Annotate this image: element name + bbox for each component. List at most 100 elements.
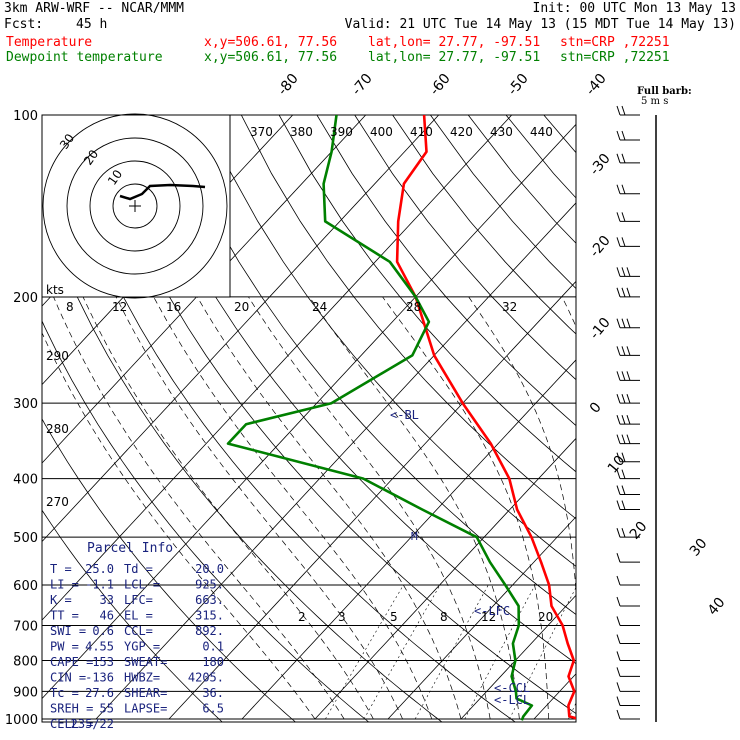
upper-ratio-label: 32: [502, 300, 517, 314]
wind-barb-feather: [621, 237, 626, 247]
parcel-info-cell: -1.1: [85, 578, 114, 592]
dry-adiabat: [89, 115, 576, 714]
parcel-info-cell: CCL=: [124, 624, 153, 638]
wind-barb-feather: [621, 105, 626, 116]
wind-barb-feather: [616, 651, 621, 661]
wind-barb: [616, 528, 640, 538]
hodograph-ring: [89, 160, 181, 252]
parcel-info-cell: LCL =: [124, 578, 160, 592]
wind-barb-feather: [616, 500, 621, 510]
wind-barb: [616, 709, 640, 720]
temperature-tick-label: -10: [587, 315, 614, 343]
mixing-ratio-line: [363, 584, 441, 720]
dewpoint-profile: [226, 115, 534, 721]
temperature-tick-label: -50: [505, 71, 532, 99]
upper-ratio-label: 12: [112, 300, 127, 314]
pressure-label: 700: [13, 619, 38, 634]
wind-barb: [616, 553, 640, 563]
wind-barb-feather: [626, 318, 631, 328]
upper-ratio-label: 8: [66, 300, 74, 314]
parcel-info-cell: SHEAR=: [124, 686, 167, 700]
wind-barb: [616, 682, 640, 692]
parcel-info-title: Parcel Info: [87, 541, 173, 556]
wind-barb: [616, 394, 640, 404]
theta-label: 400: [370, 125, 393, 139]
full-barb-label: Full barb:: [637, 86, 692, 97]
dry-adiabat: [467, 115, 576, 244]
wind-barb-feather: [621, 153, 626, 163]
wind-barb: [616, 105, 640, 116]
legend-dewpoint-latlon: lat,lon= 27.77, -97.51: [368, 50, 541, 65]
dry-adiabat: [505, 115, 576, 199]
mixing-ratio-label: 3: [338, 610, 346, 624]
legend-temperature-name: Temperature: [6, 35, 93, 50]
pressure-label: 100: [13, 109, 38, 124]
wind-barb-feather: [621, 452, 626, 462]
parcel-info-cell: 235/22: [71, 717, 114, 731]
wind-barb-feather: [616, 318, 621, 328]
isotherm-line: [42, 115, 367, 464]
hodograph-ring: [42, 113, 228, 299]
moist-adiabat: [248, 296, 491, 720]
parcel-info-cell: 4205.: [188, 671, 224, 685]
wind-barb-feather: [616, 371, 621, 381]
temperature-tick-label: -70: [349, 71, 376, 99]
wind-barb-feather: [616, 153, 621, 163]
wind-barb-feather: [621, 371, 626, 381]
wind-barb-feather: [616, 682, 621, 692]
wind-barb-feather: [621, 485, 626, 495]
isotherm-line: [42, 115, 513, 621]
wind-barb: [616, 696, 640, 707]
wind-barb-feather: [616, 575, 621, 586]
upper-ratio-label: 24: [312, 300, 327, 314]
wind-barb-feather: [616, 485, 621, 495]
upper-ratio-label: 28: [406, 300, 421, 314]
wind-barb: [616, 153, 640, 164]
parcel-info-cell: 20.0: [195, 562, 224, 576]
wind-barb: [616, 452, 640, 463]
upper-ratio-label: 20: [234, 300, 249, 314]
parcel-info-cell: 663.: [195, 593, 224, 607]
parcel-info-cell: T =: [50, 562, 72, 576]
wind-barb-feather: [621, 434, 626, 444]
wind-barb: [616, 212, 640, 222]
dry-adiabat: [203, 115, 576, 567]
isotherm-line: [460, 594, 576, 720]
isotherm-line: [168, 280, 576, 720]
theta-label: 390: [330, 125, 353, 139]
wind-barb-feather: [616, 415, 621, 425]
parcel-info-cell: 153: [92, 655, 114, 669]
wind-barb: [616, 667, 640, 677]
wind-barb-feather: [616, 287, 621, 297]
pressure-label: 400: [13, 473, 38, 488]
parcel-info-cell: SWEAT=: [124, 655, 167, 669]
legend-dewpoint-stn: stn=CRP ,72251: [560, 50, 670, 65]
wind-barb-feather: [621, 469, 626, 479]
parcel-info-cell: CAPE =: [50, 655, 93, 669]
wind-barb: [616, 500, 640, 511]
mixing-ratio-label: 12: [481, 610, 496, 624]
parcel-info-cell: 25.0: [85, 562, 114, 576]
wind-barb: [616, 184, 640, 195]
wind-barb-feather: [621, 415, 626, 425]
moist-adiabat: [636, 297, 661, 719]
parcel-info-cell: SWI =: [50, 624, 86, 638]
parcel-info-cell: HWBZ=: [124, 671, 160, 685]
dry-adiabat: [127, 115, 576, 665]
parcel-info-cell: 46: [100, 609, 114, 623]
parcel-info-cell: K =: [50, 593, 72, 607]
wind-barb-feather: [616, 634, 621, 644]
dry-adiabat: [582, 115, 740, 732]
parcel-info-cell: 6.5: [202, 702, 224, 716]
parcel-info-cell: Tc =: [50, 686, 79, 700]
parcel-info-cell: YGP =: [124, 640, 160, 654]
parcel-info-cell: SREH =: [50, 702, 93, 716]
isotherm-line: [607, 115, 740, 719]
upper-ratio-label: 16: [166, 300, 181, 314]
mixing-ratio-label: 8: [440, 610, 448, 624]
wind-barb: [616, 130, 640, 141]
wind-barb: [616, 634, 640, 645]
pressure-label: 200: [13, 291, 38, 306]
valid-time: Valid: 21 UTC Tue 14 May 13 (15 MDT Tue …: [344, 17, 736, 32]
